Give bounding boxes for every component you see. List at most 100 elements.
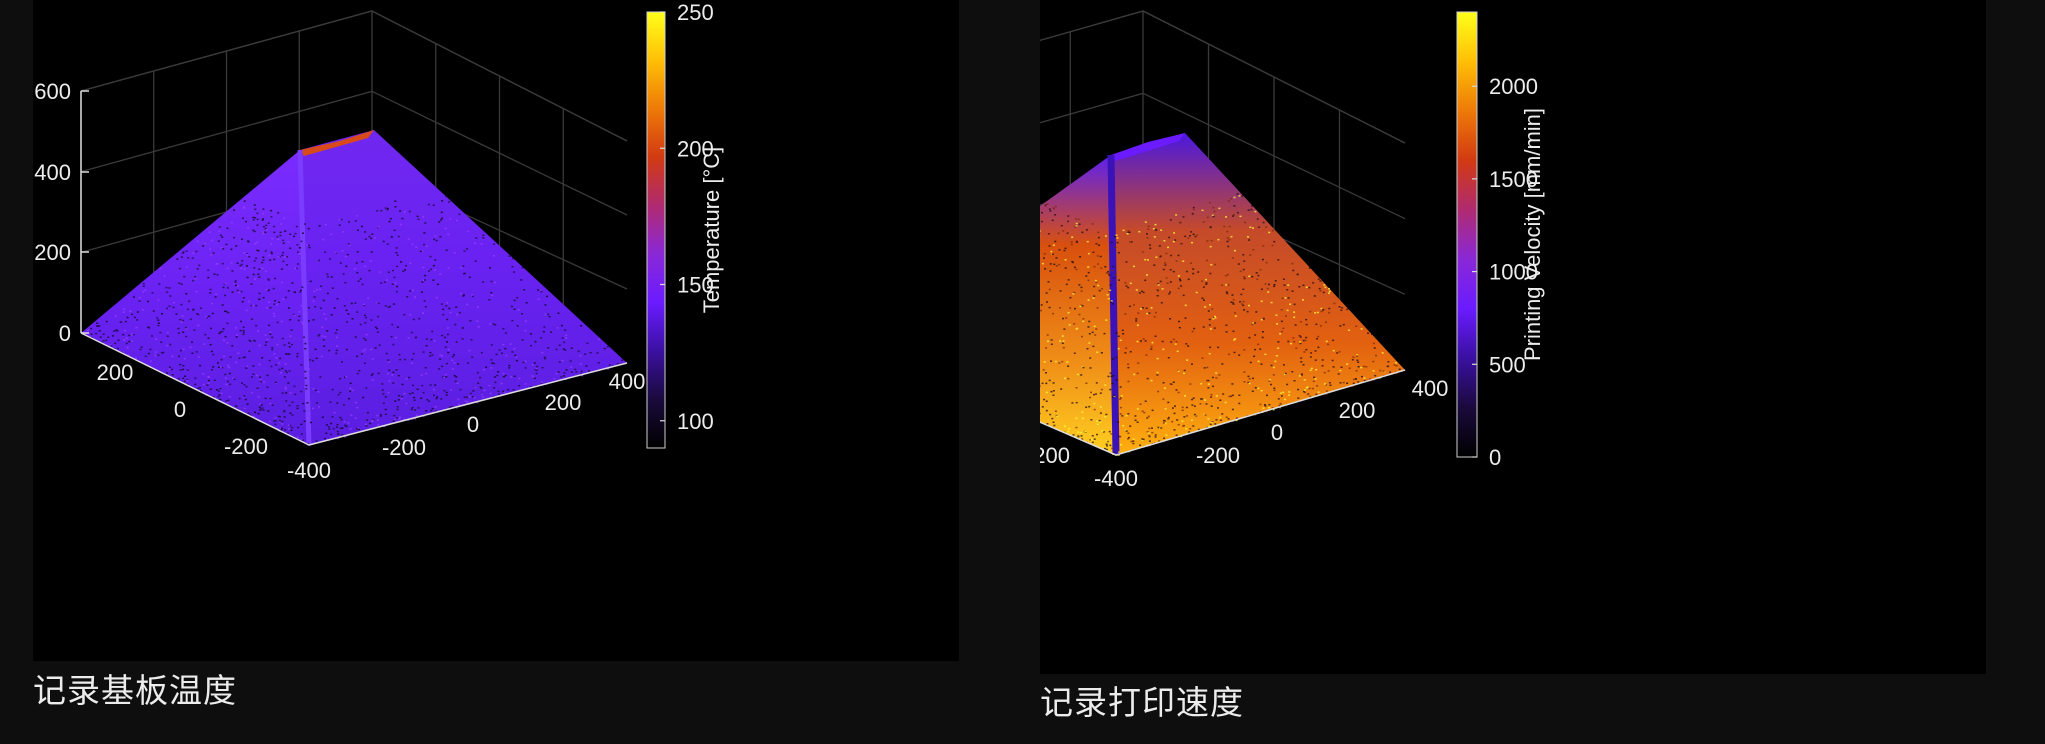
surface-point (1356, 355, 1359, 357)
surface-point (302, 323, 304, 325)
surface-point (1287, 284, 1290, 286)
surface-point (1233, 249, 1236, 252)
surface-point (1144, 400, 1147, 402)
surface-point (1297, 397, 1300, 399)
surface-point (1184, 235, 1187, 238)
surface-point (563, 372, 566, 374)
surface-point (1190, 262, 1192, 264)
surface-point (199, 307, 202, 309)
surface-point (1318, 287, 1321, 290)
surface-point (1111, 447, 1114, 450)
surface-point (1134, 419, 1137, 421)
surface-point (1067, 279, 1070, 281)
surface-point (445, 249, 448, 251)
surface-point (184, 326, 187, 329)
surface-point (314, 389, 317, 392)
surface-point (524, 360, 527, 363)
surface-point (1221, 284, 1224, 286)
surface-point (354, 417, 357, 419)
surface-point (1302, 364, 1305, 366)
surface-point (543, 326, 546, 328)
surface-point (1045, 292, 1048, 294)
surface-point (1048, 288, 1051, 291)
surface-point (621, 359, 624, 361)
surface-point (209, 248, 212, 250)
surface-point (1095, 393, 1097, 395)
surface-point (1110, 300, 1113, 302)
surface-point (1066, 232, 1069, 234)
surface-point (401, 217, 404, 220)
surface-point (1121, 415, 1124, 417)
surface-point (157, 354, 160, 356)
surface-point (387, 306, 390, 308)
surface-point (339, 427, 342, 429)
surface-point (1333, 302, 1336, 305)
surface-point (1273, 285, 1276, 288)
surface-point (513, 271, 516, 273)
surface-point (1109, 284, 1112, 286)
surface-point (1129, 241, 1131, 243)
surface-point (333, 307, 336, 309)
surface-point (324, 224, 327, 226)
surface-point (1111, 358, 1114, 360)
surface-point (441, 355, 443, 357)
surface-point (163, 275, 166, 277)
surface-point (1210, 393, 1213, 396)
surface-point (379, 415, 382, 417)
surface-point (447, 267, 450, 269)
surface-point (186, 308, 189, 311)
surface-point (1257, 343, 1260, 346)
surface-point (453, 362, 456, 364)
surface-point (177, 327, 180, 330)
surface-point (196, 313, 199, 315)
surface-point (274, 420, 277, 422)
surface-point (197, 387, 200, 389)
surface-point (471, 356, 474, 358)
surface-point (580, 370, 583, 373)
surface-point (161, 313, 163, 315)
surface-point (182, 377, 185, 379)
surface-point (363, 304, 366, 307)
surface-point (356, 311, 359, 313)
surface-point (1087, 266, 1090, 268)
surface-point (270, 251, 273, 253)
surface-point (188, 300, 191, 302)
surface-point (1085, 382, 1088, 384)
surface-point (387, 271, 390, 273)
surface-point (1099, 392, 1102, 394)
surface-point (1171, 407, 1174, 409)
surface-point (1087, 299, 1090, 301)
surface-point (419, 250, 422, 253)
surface-point (565, 337, 568, 339)
surface-point (535, 372, 538, 375)
surface-point (462, 294, 465, 296)
surface-point (294, 291, 297, 294)
surface-point (385, 352, 388, 355)
surface-point (1302, 339, 1305, 342)
surface-point (245, 385, 248, 388)
surface-point (1230, 395, 1233, 397)
surface-point (1316, 385, 1319, 387)
surface-point (1048, 306, 1051, 309)
surface-point (277, 362, 280, 364)
surface-point (1332, 339, 1335, 342)
surface-point (252, 229, 255, 232)
surface-point (1054, 214, 1057, 216)
surface-point (448, 201, 451, 203)
surface-point (474, 386, 477, 388)
surface-point (1113, 394, 1116, 397)
surface-point (446, 327, 449, 329)
surface-point (356, 355, 359, 358)
surface-point (1327, 370, 1330, 372)
surface-point (432, 279, 435, 281)
surface-point (439, 358, 441, 360)
surface-point (1080, 435, 1083, 437)
surface-point (1252, 322, 1255, 324)
surface-point (282, 239, 285, 242)
surface-point (355, 401, 358, 404)
surface-point (446, 341, 448, 343)
surface-point (252, 216, 255, 219)
surface-point (1209, 423, 1212, 425)
surface-point (253, 230, 256, 233)
surface-point (341, 434, 344, 436)
